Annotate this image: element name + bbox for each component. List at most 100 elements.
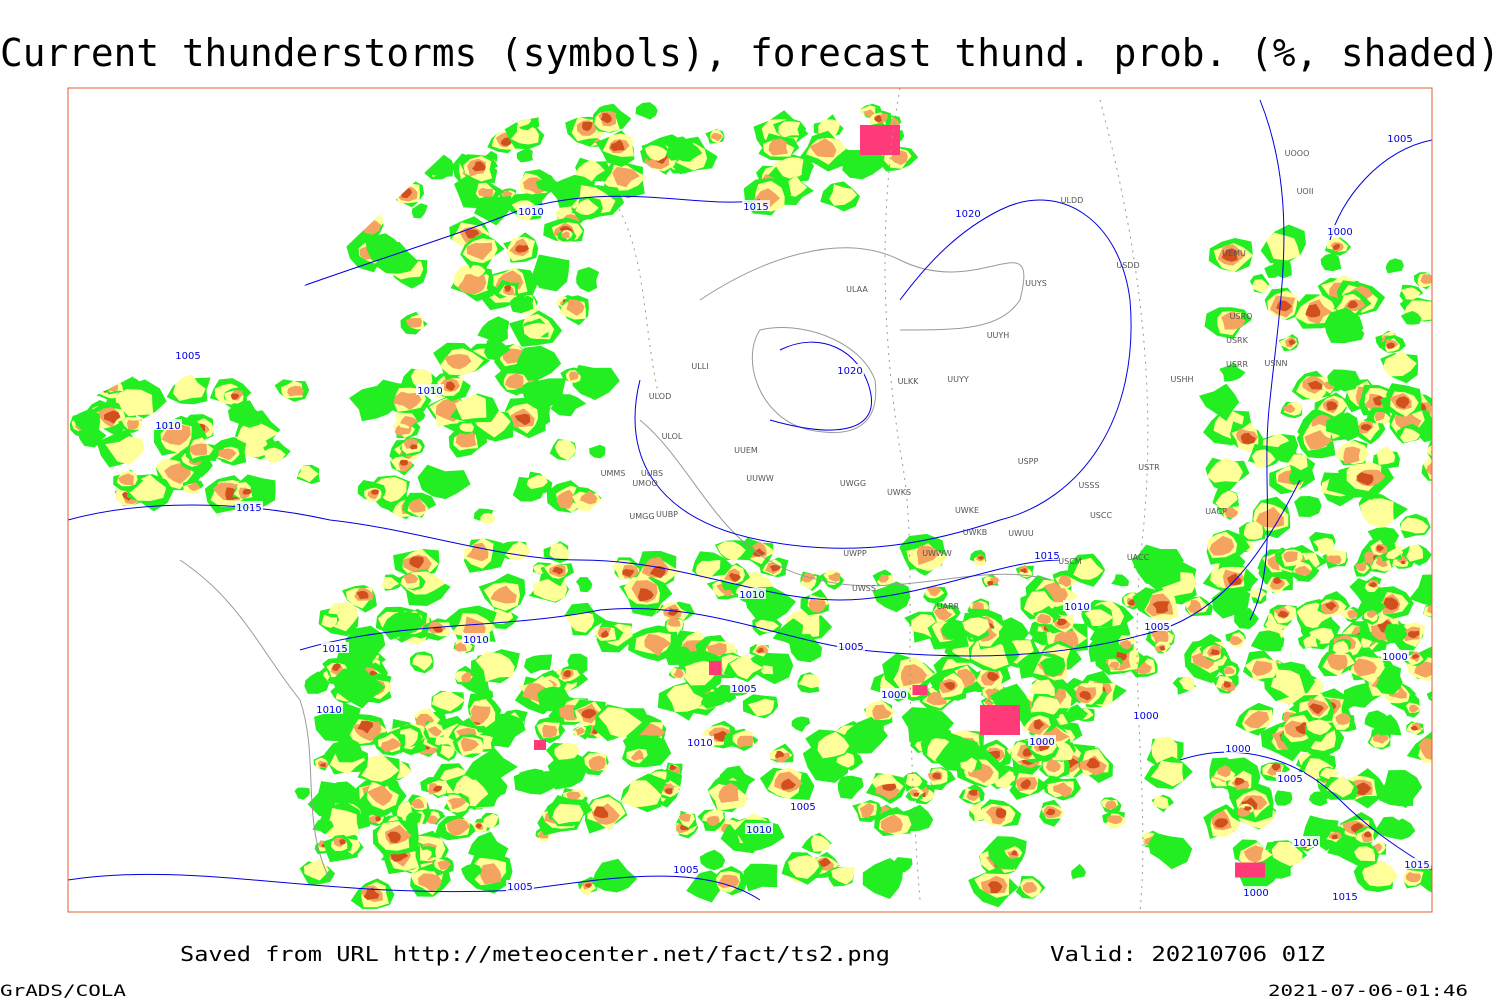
shade-patch <box>469 265 486 278</box>
shade-patch <box>304 671 330 694</box>
isobar-label-bg <box>1331 890 1359 901</box>
shade-patch <box>1020 778 1032 789</box>
shade-patch <box>409 556 424 569</box>
shade-patch <box>1353 658 1378 677</box>
shade-patch <box>916 545 939 565</box>
shade-patch <box>455 429 477 448</box>
shade-patch <box>537 686 570 712</box>
shade-patch <box>1288 339 1296 346</box>
storm-area <box>860 125 900 155</box>
shade-patch <box>1159 645 1166 651</box>
shade-patch <box>905 773 923 787</box>
isobar-label: 1000 <box>1133 711 1158 722</box>
shade-patch <box>409 444 418 450</box>
shade-patch <box>1271 763 1281 771</box>
shade-patch <box>1071 863 1086 880</box>
isobar-label: 1000 <box>1029 737 1054 748</box>
isobar-label: 1020 <box>837 366 862 377</box>
shade-patch <box>437 860 451 870</box>
shade-patch <box>1223 666 1235 675</box>
shade-patch <box>962 617 990 637</box>
shade-patch <box>477 316 510 345</box>
station-code: UUBP <box>656 510 678 519</box>
shade-patch <box>666 683 706 712</box>
shade-patch <box>1058 575 1072 588</box>
shade-patch <box>1418 738 1432 762</box>
shade-patch <box>417 464 471 500</box>
shade-patch <box>874 114 882 123</box>
shade-patch <box>561 231 570 239</box>
shade-patch <box>610 139 625 152</box>
isobar-label-bg <box>738 588 766 599</box>
shade-patch <box>445 381 456 392</box>
isobar-label-bg <box>730 682 758 693</box>
shade-patch <box>1039 657 1066 677</box>
shade-patch <box>678 813 691 822</box>
shade-patch <box>1326 775 1354 798</box>
shade-patch <box>1326 555 1342 565</box>
shade-patch <box>598 706 642 739</box>
shade-patch <box>1131 549 1181 588</box>
shade-patch <box>600 113 612 124</box>
shade-patch <box>363 887 380 900</box>
shade-patch <box>649 566 666 579</box>
shade-patch <box>426 815 438 825</box>
shade-patch <box>504 373 524 389</box>
isobar-label-bg <box>154 419 182 430</box>
isobar-label: 1010 <box>417 386 442 397</box>
shade-patch <box>669 764 677 771</box>
shade-patch <box>427 726 442 737</box>
shade-patch <box>328 781 359 804</box>
shade-patch <box>1227 573 1242 586</box>
shade-patch <box>552 803 584 825</box>
isobar-label-bg <box>1276 772 1304 783</box>
shade-patch <box>294 787 310 800</box>
shade-patch <box>418 873 442 893</box>
shade-patch <box>572 364 620 400</box>
shade-patch <box>1354 562 1367 572</box>
shade-patch <box>380 738 402 753</box>
shade-patch <box>334 734 364 763</box>
station-code: USRR <box>1226 360 1248 369</box>
shade-patch <box>1294 565 1312 576</box>
storm-area <box>980 705 1020 735</box>
shade-patch <box>367 785 393 807</box>
shade-patch <box>515 244 529 253</box>
shade-patch <box>431 691 466 712</box>
shade-patch <box>1287 454 1308 471</box>
shade-patch <box>872 581 911 613</box>
shade-patch <box>381 611 425 640</box>
shade-patch <box>1331 834 1338 840</box>
shade-patch <box>872 704 892 721</box>
shade-patch <box>752 548 766 557</box>
shade-patch <box>622 568 634 578</box>
shade-patch <box>710 132 723 142</box>
isobar-label-bg <box>321 642 349 653</box>
isobar-label: 1015 <box>1404 860 1429 871</box>
shade-patch <box>1366 610 1377 619</box>
shade-patch <box>829 184 858 206</box>
map-labels: 1005 1020 1015 1010 1005 1010 1010 1015 1020 1000… <box>154 132 1431 903</box>
shade-patch <box>1251 660 1273 677</box>
shade-patch <box>457 274 487 295</box>
shade-patch <box>466 242 492 260</box>
shade-patch <box>1406 544 1423 562</box>
shade-patch <box>1408 704 1420 713</box>
shade-patch <box>1324 601 1337 611</box>
shade-patch <box>1223 506 1238 519</box>
isobar-label-bg <box>517 205 545 216</box>
shade-patch <box>1030 630 1050 646</box>
shade-patch <box>1305 304 1321 318</box>
isobar-label-bg <box>836 364 864 375</box>
shade-patch <box>1320 768 1340 781</box>
station-code: UWKE <box>955 506 979 515</box>
isobar-label-bg <box>1033 549 1061 560</box>
shade-patch <box>1064 704 1088 724</box>
shade-patch <box>356 590 369 600</box>
shade-patch <box>743 863 778 892</box>
shade-patch <box>1343 446 1361 465</box>
shade-patch <box>1073 557 1104 580</box>
shade-patch <box>1283 403 1296 414</box>
shade-patch <box>1355 782 1372 796</box>
shade-patch <box>1376 545 1385 552</box>
